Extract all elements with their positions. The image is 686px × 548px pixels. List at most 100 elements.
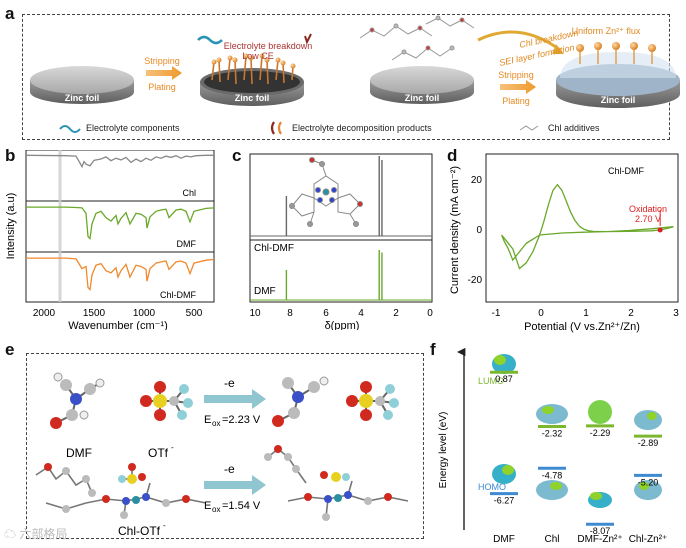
dmf-atoms (50, 372, 105, 429)
panel-b-label: b (5, 146, 16, 165)
arrow-right-1 (146, 66, 182, 80)
electrolyte-squiggle (197, 35, 223, 45)
homo-value: -6.27 (494, 496, 515, 506)
eox-top-value: =2.23 V (222, 414, 261, 426)
zinc-disc-1 (30, 66, 134, 104)
b-xtick-500: 500 (186, 308, 203, 319)
c-xtick-2: 2 (393, 308, 399, 319)
chl-breakdown-arrow (477, 30, 561, 52)
panel-b-chart: Chl DMF Chl-DMF 2000 1500 1000 500 Waven… (5, 150, 215, 330)
b-xtick-2000: 2000 (33, 308, 56, 319)
mol-chl-otf-label: Chl-OTf (118, 524, 161, 538)
lumo-value: -2.89 (638, 438, 659, 448)
cv-series (500, 183, 674, 270)
stripping-label-2: Stripping (498, 70, 534, 80)
mol-otf-sup: - (171, 443, 174, 452)
chl-otf-atoms (44, 463, 190, 519)
plating-label-2: Plating (502, 96, 530, 106)
lumo-value: -2.32 (542, 428, 563, 438)
b-xtick-1500: 1500 (83, 308, 106, 319)
eox-bottom-sub: ox (212, 505, 220, 514)
legend-electrolyte: Electrolyte components (86, 123, 180, 133)
otf-atoms (140, 381, 193, 421)
uniform-flux-label: Uniform Zn²⁺ flux (572, 26, 641, 36)
dendrite-tips (211, 53, 296, 69)
eox-bottom-value: =1.54 V (222, 500, 261, 512)
ftir-series-dmf (26, 206, 215, 241)
legend-electrolyte-icon (59, 125, 81, 133)
f-ylabel: Energy level (eV) (438, 412, 449, 489)
legend-decomp-icon (270, 121, 275, 135)
low-ce-label: Low CE (242, 51, 274, 61)
c-xtick-6: 6 (323, 308, 329, 319)
b-ylabel: Intensity (a.u) (5, 193, 17, 260)
ftir-series-chl (25, 154, 214, 169)
trace-label-c-dmf: DMF (254, 286, 276, 297)
stripping-label-1: Stripping (144, 56, 180, 66)
zinc-foil-label-3: Zinc foil (405, 93, 440, 103)
d-title: Chl-DMF (608, 166, 644, 176)
d-xtick-0: 0 (538, 308, 544, 319)
c-xtick-4: 4 (358, 308, 364, 319)
arrow-label-bottom: -e (224, 462, 235, 476)
d-xlabel: Potential (V vs.Zn²⁺/Zn) (524, 321, 640, 333)
panel-d-label: d (447, 146, 458, 165)
plating-label-1: Plating (148, 82, 176, 92)
b-xtick-1000: 1000 (133, 308, 156, 319)
panel-a-label: a (5, 4, 15, 23)
mol-otf-label: OTf (148, 446, 169, 460)
legend-chl: Chl additives (548, 123, 600, 133)
d-annotation-2: 2.70 V (635, 214, 661, 224)
c-xtick-0: 0 (427, 308, 433, 319)
d-xtick-3: 3 (673, 308, 679, 319)
trace-label-c-chl-dmf: Chl-DMF (254, 243, 294, 254)
zinc-disc-4 (556, 52, 680, 108)
f-cat-chl: Chl (544, 534, 559, 545)
homo-label: HOMO (478, 482, 506, 492)
lumo-value: 0.87 (495, 374, 513, 384)
f-cat-dmf: DMF (493, 534, 515, 545)
panel-a-graphic: Zinc foil Stripping Plating Zinc foil El… (30, 15, 680, 135)
oxidation-point (657, 227, 663, 233)
panel-e-frame (26, 353, 424, 539)
panel-c-chart: Chl-DMF DMF 10 8 6 4 2 0 δ(ppm) (249, 153, 433, 330)
panel-f-label: f (430, 340, 436, 359)
d-ylabel: Current density (mA cm⁻²) (449, 166, 461, 294)
eox-top-e: E (204, 414, 211, 426)
panel-d-chart: Chl-DMF Oxidation 2.70 V -1 0 1 2 3 20 0… (449, 153, 679, 333)
mol-chl-otf-sup: - (163, 521, 166, 530)
watermark: ☁ 六部格局 (4, 527, 68, 541)
d-xtick-1: 1 (583, 308, 589, 319)
legend-chl-icon (519, 125, 539, 131)
d-ytick-0: 0 (476, 225, 482, 236)
c-xtick-10: 10 (249, 308, 261, 319)
homo-value: -5.20 (638, 477, 659, 487)
chl-otf-molecule (35, 465, 207, 516)
panel-c-label: c (232, 146, 242, 165)
arrow-label-top: -e (224, 376, 235, 390)
reaction-arrow-top (204, 389, 266, 409)
homo-value: -4.78 (542, 470, 563, 480)
panel-e-label: e (5, 340, 15, 359)
arrow-right-2 (500, 80, 536, 94)
reaction-arrow-bottom (204, 475, 266, 495)
eox-top-sub: ox (212, 419, 220, 428)
d-xtick-m1: -1 (492, 308, 501, 319)
f-cat-chl-zn: Chl-Zn²⁺ (629, 534, 668, 545)
d-annotation-1: Oxidation (629, 204, 667, 214)
trace-label-dmf: DMF (177, 239, 197, 249)
zinc-foil-label-2: Zinc foil (235, 93, 270, 103)
legend-decomp: Electrolyte decomposition products (292, 123, 432, 133)
lumo-value: -2.29 (590, 428, 611, 438)
homo-value: -8.07 (590, 526, 611, 536)
chl-molecules (359, 15, 475, 61)
trace-label-chl-dmf: Chl-DMF (160, 290, 196, 300)
f-cat-dmf-zn: DMF-Zn²⁺ (577, 534, 622, 545)
lumo-label: LUMO (478, 376, 504, 386)
c-xtick-8: 8 (287, 308, 293, 319)
mol-dmf-label: DMF (66, 446, 92, 460)
zn-ions (576, 42, 656, 52)
d-ytick-m20: -20 (468, 275, 483, 286)
flux-lines (579, 50, 653, 64)
panel-f-chart: Energy level (eV) LUMO HOMO 0.87 -6.27 -2.… (438, 347, 668, 545)
